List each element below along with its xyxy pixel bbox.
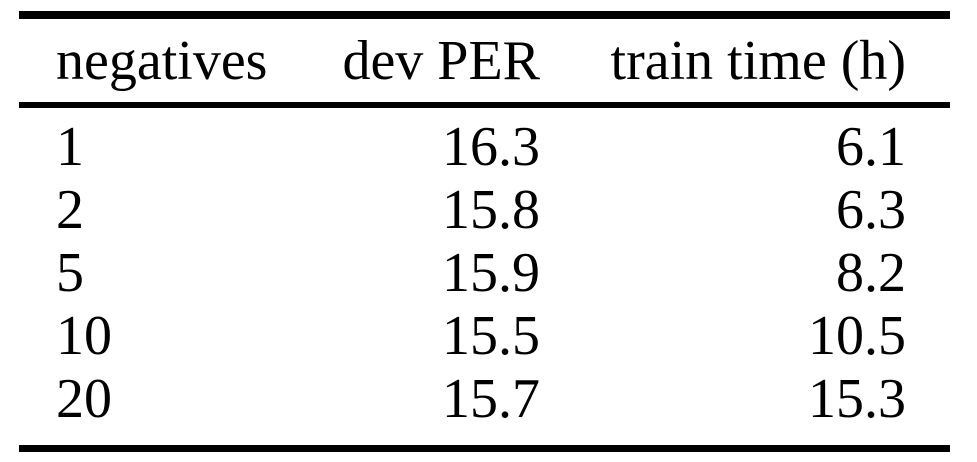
cell-dev-per: 15.9 (442, 242, 540, 304)
cell-train-time: 6.3 (836, 179, 906, 241)
table-row: 2 15.8 6.3 (19, 179, 950, 242)
column-header-train-time: train time (h) (610, 29, 906, 92)
cell-negatives: 5 (56, 242, 84, 304)
table-row: 5 15.9 8.2 (19, 242, 950, 305)
column-header-dev-per: dev PER (342, 29, 540, 92)
cell-train-time: 10.5 (808, 305, 906, 367)
cell-dev-per: 15.8 (442, 179, 540, 241)
table-row: 20 15.7 15.3 (19, 368, 950, 449)
cell-negatives: 10 (56, 305, 112, 367)
cell-negatives: 2 (56, 179, 84, 241)
table-row: 10 15.5 10.5 (19, 305, 950, 368)
cell-dev-per: 15.5 (442, 305, 540, 367)
cell-negatives: 1 (56, 116, 84, 178)
cell-train-time: 8.2 (836, 242, 906, 304)
cell-train-time: 15.3 (808, 368, 906, 430)
cell-negatives: 20 (56, 368, 112, 430)
cell-train-time: 6.1 (836, 116, 906, 178)
column-header-negatives: negatives (56, 29, 268, 92)
header-row: negatives dev PER train time (h) (19, 15, 950, 105)
results-table: negatives dev PER train time (h) 1 16.3 … (19, 11, 950, 452)
cell-dev-per: 15.7 (442, 368, 540, 430)
cell-dev-per: 16.3 (442, 116, 540, 178)
table-row: 1 16.3 6.1 (19, 105, 950, 179)
